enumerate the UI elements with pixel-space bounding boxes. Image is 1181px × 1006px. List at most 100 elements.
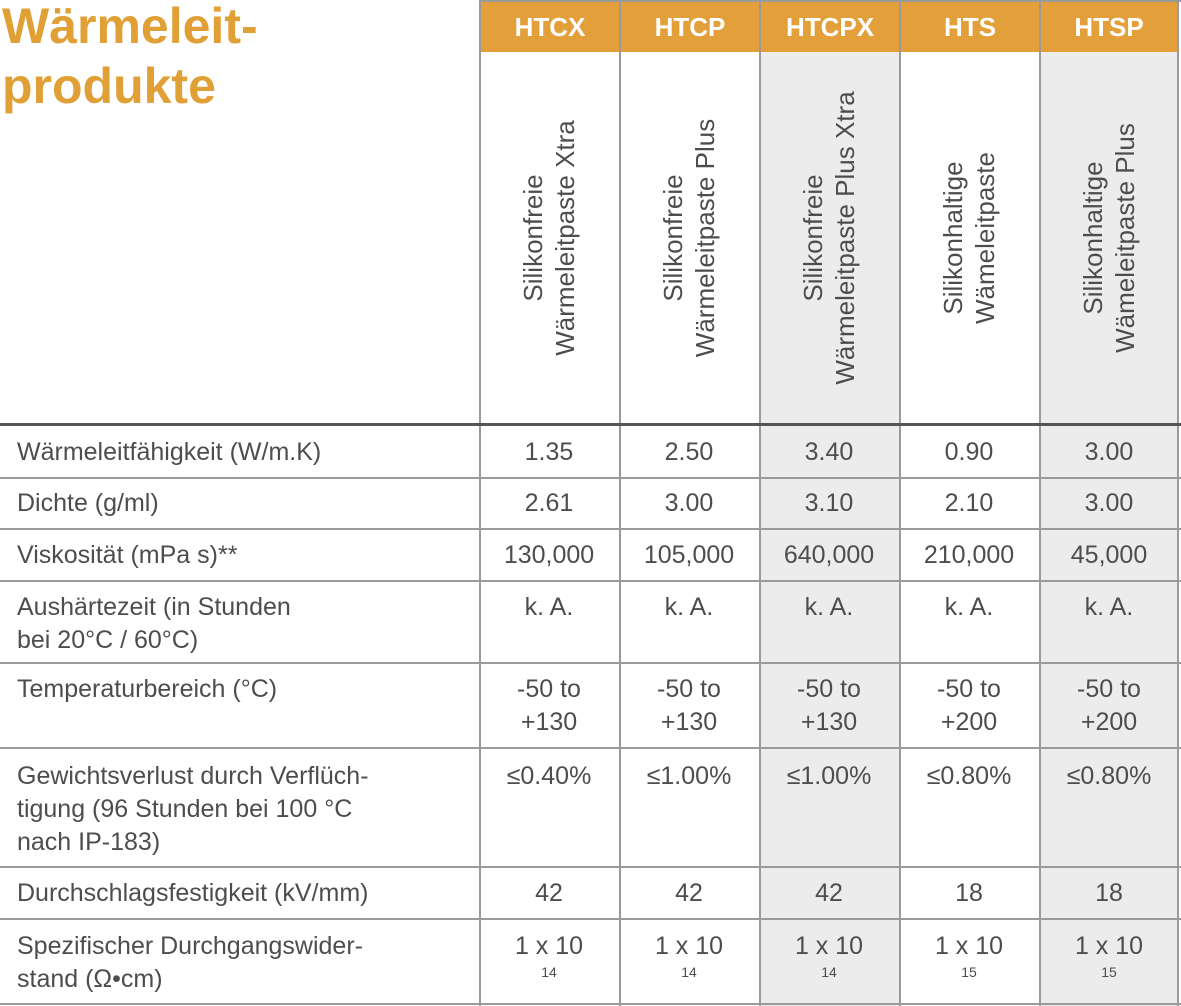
desc-line-2: Wämeleitpaste Plus (1110, 123, 1140, 353)
column-htcx (479, 0, 619, 1006)
label-line: Temperaturbereich (°C) (17, 675, 278, 703)
cell-value: 640,000 (783, 541, 875, 569)
desc-line-1: Silikonhaltige (1078, 161, 1108, 315)
cell-value: 18 (955, 879, 983, 907)
cell-value: -50 to (517, 675, 581, 703)
cell-value: 3.00 (1084, 438, 1134, 466)
header-code-htcp: HTCP (619, 2, 759, 52)
cell-value: -50 to (797, 675, 861, 703)
column-htcpx (759, 0, 899, 1006)
cell-value: -50 to (937, 675, 1001, 703)
table-cell: k. A. (619, 591, 759, 624)
table-bottom-rule (0, 1003, 1181, 1005)
table-cell: -50 to +200 (1039, 673, 1179, 739)
table-cell: 1 x 10 14 (759, 930, 899, 996)
cell-value: 0.90 (944, 438, 994, 466)
title-line-2: produkte (2, 58, 216, 114)
row-divider (0, 662, 1181, 664)
table-cell: 1 x 10 15 (1039, 930, 1179, 996)
table-cell: 1 x 10 15 (899, 930, 1039, 996)
table-cell: 3.10 (759, 487, 899, 520)
cell-value: 105,000 (643, 541, 735, 569)
label-line: tigung (96 Stunden bei 100 °C (17, 795, 353, 823)
cell-value: 3.00 (664, 489, 714, 517)
table-cell: ≤1.00% (759, 760, 899, 793)
desc-line-2: Wärmeleitpaste Xtra (550, 120, 580, 356)
cell-value: 1.35 (524, 438, 574, 466)
table-cell: 0.90 (899, 436, 1039, 469)
desc-line-2: Wärmeleitpaste Plus (690, 118, 720, 358)
table-cell: 42 (479, 877, 619, 910)
table-cell: ≤1.00% (619, 760, 759, 793)
page-title: Wärmeleit- produkte (2, 0, 258, 116)
label-line: Wärmeleitfähigkeit (W/m.K) (17, 438, 322, 466)
row-divider (0, 477, 1181, 479)
cell-value: -50 to (1077, 675, 1141, 703)
row-label-dielectric-strength: Durchschlagsfestigkeit (kV/mm) (17, 877, 457, 910)
table-cell: 42 (619, 877, 759, 910)
table-cell: 2.50 (619, 436, 759, 469)
cell-value: +130 (520, 708, 578, 736)
table-cell: 1 x 10 14 (619, 930, 759, 996)
cell-value: 130,000 (503, 541, 595, 569)
table-cell: 640,000 (759, 539, 899, 572)
cell-value: ≤0.80% (1066, 762, 1152, 790)
title-line-1: Wärmeleit- (2, 0, 258, 54)
label-line: bei 20°C / 60°C) (17, 626, 199, 654)
row-label-volume-resistivity: Spezifischer Durchgangswider- stand (Ω•c… (17, 930, 457, 996)
table-cell: ≤0.40% (479, 760, 619, 793)
table-cell: k. A. (759, 591, 899, 624)
label-line: Gewichtsverlust durch Verflüch- (17, 762, 369, 790)
row-divider (0, 580, 1181, 582)
table-cell: ≤0.80% (1039, 760, 1179, 793)
table-cell: 105,000 (619, 539, 759, 572)
cell-value: k. A. (944, 593, 994, 621)
table-cell: 42 (759, 877, 899, 910)
cell-value: 3.10 (804, 489, 854, 517)
label-line: nach IP-183) (17, 828, 161, 856)
table-cell: -50 to +130 (479, 673, 619, 739)
cell-value: +200 (1080, 708, 1138, 736)
row-label-viscosity: Viskosität (mPa s)** (17, 539, 457, 572)
cell-value: 18 (1095, 879, 1123, 907)
row-label-weight-loss: Gewichtsverlust durch Verflüch- tigung (… (17, 760, 457, 859)
table-cell: 3.40 (759, 436, 899, 469)
label-line: Spezifischer Durchgangswider- (17, 932, 363, 960)
desc-line-1: Silikonhaltige (938, 161, 968, 315)
desc-line-2: Wämeleitpaste (970, 152, 1000, 324)
table-cell: 2.10 (899, 487, 1039, 520)
cell-value: 1 x 10 14 (794, 932, 864, 980)
cell-value: 210,000 (923, 541, 1015, 569)
table-cell: 18 (899, 877, 1039, 910)
label-line: Viskosität (mPa s)** (17, 541, 238, 569)
table-cell: 3.00 (1039, 487, 1179, 520)
cell-value: ≤0.40% (506, 762, 592, 790)
cell-value: 42 (675, 879, 703, 907)
header-code-htsp: HTSP (1039, 2, 1179, 52)
table-cell: 130,000 (479, 539, 619, 572)
header-desc-htcp: Silikonfreie Wärmeleitpaste Plus (619, 52, 759, 424)
header-desc-htcx: Silikonfreie Wärmeleitpaste Xtra (479, 52, 619, 424)
cell-value: k. A. (1084, 593, 1134, 621)
table-cell: 18 (1039, 877, 1179, 910)
row-divider (0, 747, 1181, 749)
exponent: 14 (681, 964, 697, 980)
cell-value: 42 (535, 879, 563, 907)
header-code-htcpx: HTCPX (759, 2, 899, 52)
table-cell: k. A. (479, 591, 619, 624)
cell-value: 45,000 (1070, 541, 1148, 569)
cell-value: k. A. (804, 593, 854, 621)
table-cell: -50 to +130 (759, 673, 899, 739)
exponent: 15 (1101, 964, 1117, 980)
row-divider (0, 528, 1181, 530)
cell-value: 2.50 (664, 438, 714, 466)
table-cell: k. A. (1039, 591, 1179, 624)
header-divider (0, 423, 1181, 426)
table-cell: 210,000 (899, 539, 1039, 572)
cell-value: 1 x 10 15 (934, 932, 1004, 980)
cell-value: 1 x 10 14 (654, 932, 724, 980)
header-desc-htcpx: Silikonfreie Wärmeleitpaste Plus Xtra (759, 52, 899, 424)
cell-value: 42 (815, 879, 843, 907)
table-cell: 1.35 (479, 436, 619, 469)
row-divider (0, 866, 1181, 868)
